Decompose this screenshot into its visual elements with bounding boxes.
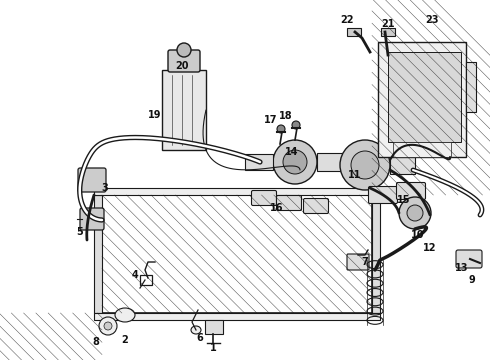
FancyBboxPatch shape [276,195,301,211]
Text: 9: 9 [468,275,475,285]
Circle shape [399,197,431,229]
FancyBboxPatch shape [368,186,397,203]
Circle shape [277,125,285,133]
Bar [102,195,372,313]
Ellipse shape [115,308,135,322]
Bar [347,28,361,36]
Text: 16: 16 [270,203,284,213]
Text: 19: 19 [148,110,162,120]
Text: 5: 5 [76,227,83,237]
Bar [245,154,273,170]
Bar [393,142,451,157]
Bar [390,156,415,174]
Bar [94,188,380,195]
Circle shape [177,43,191,57]
Text: 1: 1 [210,343,217,353]
Bar [94,313,380,320]
Text: 11: 11 [348,170,362,180]
FancyBboxPatch shape [168,50,200,72]
FancyBboxPatch shape [456,250,482,268]
Text: 23: 23 [425,15,439,25]
FancyBboxPatch shape [347,254,369,270]
Bar [205,320,223,334]
Text: 17: 17 [264,115,278,125]
Text: 14: 14 [285,147,299,157]
Circle shape [340,140,390,190]
Circle shape [407,205,423,221]
Text: 22: 22 [340,15,354,25]
Circle shape [292,121,300,129]
Polygon shape [388,52,461,142]
Text: 3: 3 [101,183,108,193]
Text: 15: 15 [397,195,411,205]
Circle shape [104,322,112,330]
Bar [317,153,352,171]
Bar [381,28,395,36]
Text: 21: 21 [381,19,395,29]
Bar [466,62,476,112]
FancyBboxPatch shape [78,168,106,192]
Text: 18: 18 [279,111,293,121]
Text: 12: 12 [423,243,437,253]
FancyBboxPatch shape [396,183,425,199]
Circle shape [99,317,117,335]
Circle shape [351,151,379,179]
Text: 4: 4 [132,270,138,280]
Text: 6: 6 [196,333,203,343]
Bar [162,70,206,150]
FancyBboxPatch shape [251,190,276,206]
Text: 8: 8 [93,337,99,347]
Ellipse shape [191,326,201,334]
Text: 13: 13 [455,263,469,273]
Bar [372,195,380,313]
Bar [378,42,466,157]
Bar [94,195,102,313]
FancyBboxPatch shape [80,208,104,230]
Text: 10: 10 [411,230,425,240]
Circle shape [273,140,317,184]
Text: 2: 2 [122,335,128,345]
Text: 20: 20 [175,61,189,71]
Text: 7: 7 [362,257,368,267]
FancyBboxPatch shape [303,198,328,213]
Circle shape [283,150,307,174]
